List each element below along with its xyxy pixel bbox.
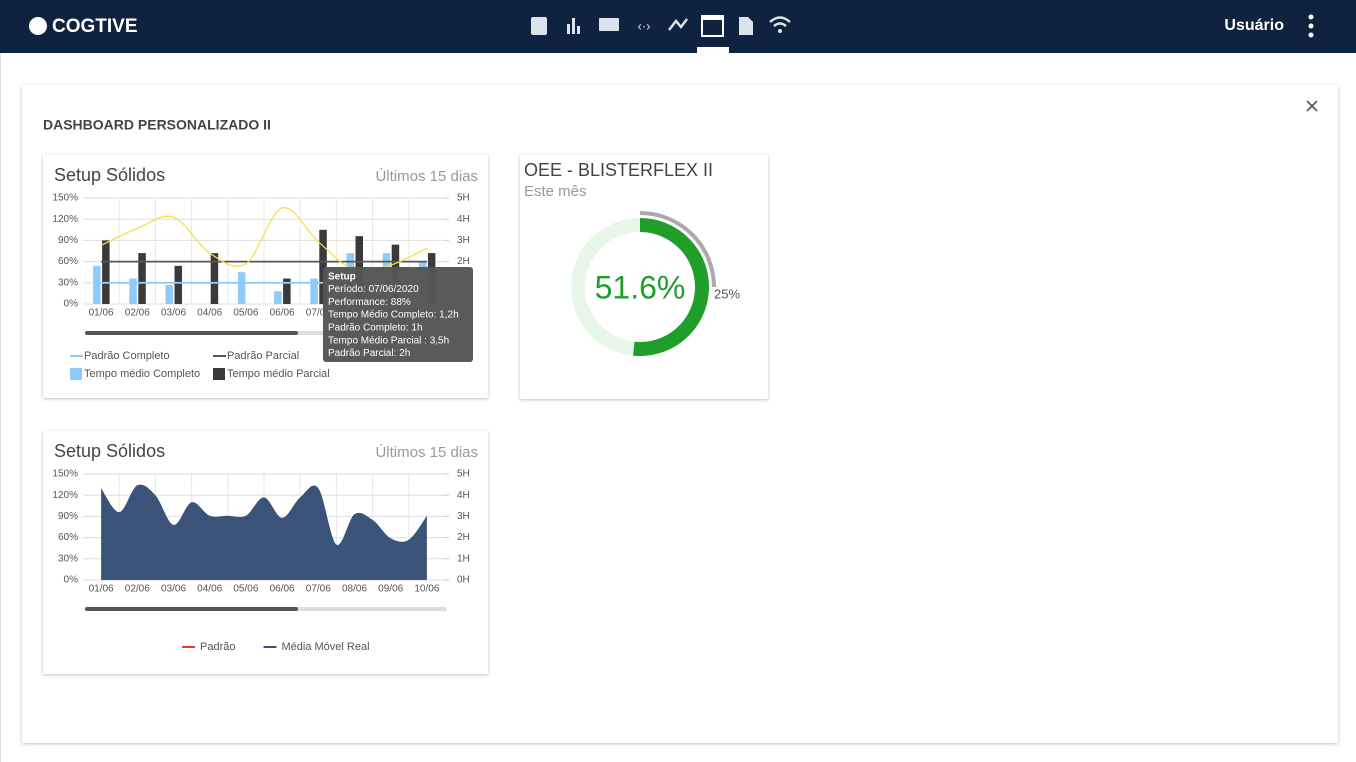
gauge-target-label: 25% [714, 286, 740, 301]
nav-icon[interactable]: ‹·› [638, 18, 651, 33]
area [101, 484, 427, 580]
y2-tick-label: 4H [457, 490, 470, 501]
legend-label: Padrão Completo [84, 350, 170, 362]
bar [174, 265, 182, 304]
bar [319, 229, 327, 304]
widget-title: Setup Sólidos [54, 441, 165, 461]
x-tick-label: 08/06 [342, 584, 367, 595]
user-name[interactable]: Usuário [1224, 17, 1284, 34]
scroll-thumb[interactable] [85, 331, 298, 335]
tooltip-line: Período: 07/06/2020 [328, 284, 419, 295]
x-tick-label: 02/06 [125, 584, 150, 595]
bar [93, 265, 101, 304]
x-tick-label: 03/06 [161, 308, 186, 319]
gauge-value [633, 218, 709, 356]
legend-label: Tempo médio Parcial [227, 368, 330, 380]
tooltip-line: Tempo Médio Parcial : 3,5h [328, 335, 449, 346]
widget-title: Setup Sólidos [54, 165, 165, 185]
bar [102, 240, 110, 304]
widget-title: OEE - BLISTERFLEX II [524, 160, 713, 180]
widget-subtitle: Últimos 15 dias [375, 168, 478, 185]
nav-active [697, 47, 729, 53]
tooltip-line: Performance: 88% [328, 297, 411, 308]
y-tick-label: 60% [58, 256, 78, 267]
top-bar [0, 0, 1356, 53]
legend-label: Padrão [200, 641, 235, 653]
y-tick-label: 30% [58, 553, 78, 564]
y-tick-label: 30% [58, 277, 78, 288]
nav-icon[interactable] [739, 17, 753, 35]
x-tick-label: 07/06 [306, 308, 331, 319]
tooltip-title: Setup [328, 272, 356, 283]
y-tick-label: 90% [58, 511, 78, 522]
y2-tick-label: 2H [457, 532, 470, 543]
x-tick-label: 02/06 [125, 308, 150, 319]
x-tick-label: 03/06 [161, 584, 186, 595]
gauge-target [639, 211, 716, 288]
menu-button[interactable] [1308, 14, 1314, 38]
y2-tick-label: 2H [457, 256, 470, 267]
widget-subtitle: Este mês [524, 183, 587, 200]
legend-label: Tempo médio Completo [84, 368, 200, 380]
y2-tick-label: 3H [457, 235, 470, 246]
y-tick-label: 120% [52, 490, 78, 501]
tooltip-line: Padrão Completo: 1h [328, 323, 423, 334]
x-tick-label: 09/06 [378, 584, 403, 595]
x-tick-label: 04/06 [197, 584, 222, 595]
y2-tick-label: 4H [457, 214, 470, 225]
nav-icons[interactable]: ‹·› [531, 15, 791, 37]
tooltip-line: Padrão Parcial: 2h [328, 348, 410, 359]
legend-swatch [213, 368, 225, 380]
bar [210, 253, 219, 304]
y2-tick-label: 5H [457, 469, 470, 480]
bar [237, 272, 246, 304]
nav-icon[interactable] [769, 16, 791, 23]
legend-label: Padrão Parcial [227, 350, 299, 362]
y-tick-label: 150% [52, 193, 78, 204]
y-tick-label: 90% [58, 235, 78, 246]
x-tick-label: 10/06 [414, 584, 439, 595]
x-tick-label: 06/06 [270, 584, 295, 595]
bar [129, 278, 137, 304]
y2-tick-label: 3H [457, 511, 470, 522]
x-tick-label: 04/06 [197, 308, 222, 319]
bar [274, 291, 282, 304]
legend-swatch [70, 368, 82, 380]
legend-label: Média Móvel Real [281, 641, 369, 653]
tooltip-line: Tempo Médio Completo: 1,2h [328, 310, 459, 321]
x-tick-label: 06/06 [270, 308, 295, 319]
edge [0, 53, 1, 762]
y-tick-label: 120% [52, 214, 78, 225]
logo-icon [29, 17, 47, 35]
x-tick-label: 01/06 [89, 308, 114, 319]
x-tick-label: 05/06 [233, 308, 258, 319]
y2-tick-label: 0H [457, 575, 470, 586]
bar [283, 278, 291, 304]
bar [138, 253, 146, 304]
bar [165, 284, 173, 304]
nav-icon[interactable] [567, 24, 570, 34]
dashboard-title: DASHBOARD PERSONALIZADO II [43, 117, 271, 133]
nav-icon[interactable] [531, 17, 547, 35]
y-tick-label: 150% [52, 469, 78, 480]
x-tick-label: 07/06 [306, 584, 331, 595]
y2-tick-label: 1H [457, 553, 470, 564]
tooltip [323, 267, 473, 362]
y-tick-label: 0% [64, 299, 79, 310]
bar [310, 278, 318, 304]
x-tick-label: 01/06 [89, 584, 114, 595]
widget [520, 155, 768, 399]
nav-icon[interactable] [668, 18, 688, 31]
y-tick-label: 60% [58, 532, 78, 543]
logo: COGTIVE [52, 16, 138, 37]
nav-icon[interactable] [599, 18, 619, 31]
widget-subtitle: Últimos 15 dias [375, 444, 478, 461]
gauge-value-label: 51.6% [595, 269, 686, 305]
y2-tick-label: 5H [457, 193, 470, 204]
y-tick-label: 0% [64, 575, 79, 586]
close-button[interactable] [1306, 100, 1318, 112]
x-tick-label: 05/06 [233, 584, 258, 595]
scroll-thumb[interactable] [85, 607, 298, 611]
